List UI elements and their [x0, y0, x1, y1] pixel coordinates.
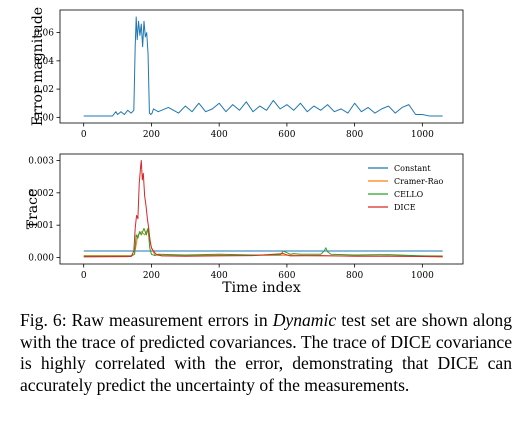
trace-plot: 0 200 400 600 800 1000 0.000 0.001 0.002 0.003 Tra…	[25, 153, 464, 296]
series-line-error	[83, 16, 443, 117]
error-y-axis-title: Error magnitude	[30, 7, 46, 126]
series-line-dice	[83, 159, 443, 258]
series-line-cramer-rao	[83, 227, 443, 257]
error-x-tick-label: 200	[143, 130, 160, 140]
error-x-tick-label: 1000	[411, 130, 434, 140]
legend-label-cramer-rao: Cramer-Rao	[394, 177, 444, 186]
error-y-tick-label: 0.06	[34, 29, 54, 39]
error-y-tick-label: 0.02	[34, 85, 54, 95]
error-plot-frame	[59, 9, 464, 124]
legend-label-constant: Constant	[394, 164, 431, 173]
trace-y-tick-label: 0.001	[28, 221, 54, 231]
caption-rest: test set are shown along with the trace …	[20, 310, 512, 395]
error-y-tick-label: 0.04	[34, 57, 54, 67]
trace-x-tick-label: 800	[346, 271, 363, 281]
error-x-tick-label: 800	[346, 130, 363, 140]
trace-x-tick-label: 400	[211, 271, 228, 281]
caption-prefix: Fig. 6: Raw measurement errors in	[20, 310, 273, 330]
trace-x-tick-label: 200	[143, 271, 160, 281]
series-line-cello	[83, 227, 443, 257]
trace-x-axis-title: Time index	[222, 280, 301, 296]
trace-y-tick-label: 0.003	[28, 156, 54, 166]
trace-x-tick-label: 600	[278, 271, 295, 281]
trace-y-tick-label: 0.000	[28, 254, 54, 264]
legend-label-dice: DICE	[394, 203, 416, 212]
trace-y-tick-label: 0.002	[28, 189, 54, 199]
error-x-tick-label: 400	[211, 130, 228, 140]
caption-italic-word: Dynamic	[272, 310, 337, 330]
error-x-tick-label: 600	[278, 130, 295, 140]
legend-label-cello: CELLO	[394, 190, 424, 199]
error-x-tick-label: 0	[81, 130, 87, 140]
trace-plot-frame	[59, 153, 464, 265]
trace-x-tick-label: 1000	[411, 271, 434, 281]
trace-x-tick-label: 0	[81, 271, 87, 281]
figure-caption: Fig. 6: Raw measurement errors in Dynami…	[20, 310, 512, 396]
trace-y-axis-title: Trace	[25, 189, 41, 230]
error-y-tick-label: 0.00	[34, 113, 54, 123]
